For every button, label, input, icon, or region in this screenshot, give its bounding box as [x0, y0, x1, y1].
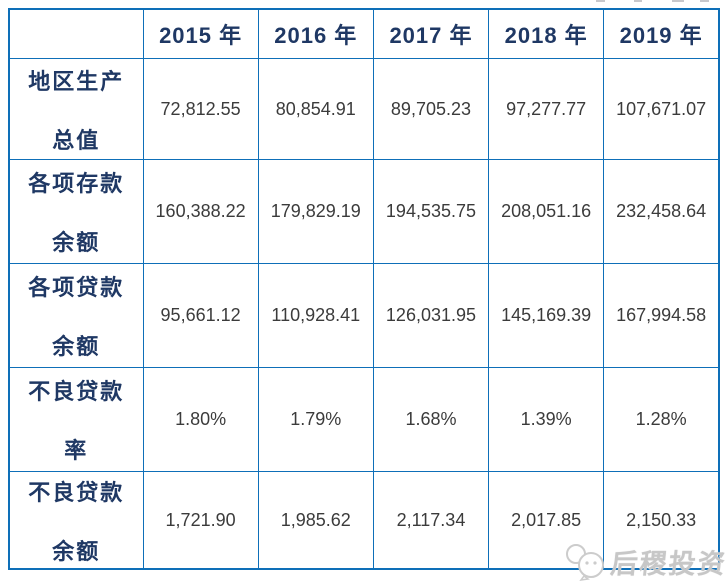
cell-value: 208,051.16 — [488, 159, 605, 264]
cell-value: 2,150.33 — [603, 471, 720, 570]
cell-value: 72,812.55 — [142, 58, 259, 160]
corner-cell — [8, 8, 144, 59]
row-label-loans: 各项贷款 余额 — [8, 263, 144, 368]
row-label-deposits: 各项存款 余额 — [8, 159, 144, 264]
cell-value: 1.28% — [603, 367, 720, 472]
cell-value: 179,829.19 — [257, 159, 374, 264]
row-label-line: 率 — [64, 438, 89, 463]
cell-value: 126,031.95 — [372, 263, 490, 368]
cell-value: 160,388.22 — [142, 159, 259, 264]
cell-value: 110,928.41 — [257, 263, 374, 368]
row-label-line: 不良贷款 — [28, 479, 125, 505]
cell-value: 1.68% — [372, 367, 490, 472]
column-header-2019: 2019 年 — [603, 8, 720, 59]
cell-value: 1.79% — [257, 367, 374, 472]
cell-value: 167,994.58 — [603, 263, 720, 368]
clipped-text-remnant — [596, 0, 605, 2]
row-label-line: 余额 — [52, 230, 101, 255]
cell-value: 2,017.85 — [488, 471, 605, 570]
table-row-loans: 各项贷款 余额 95,661.12 110,928.41 126,031.95 … — [8, 263, 720, 368]
clipped-text-remnant — [672, 0, 684, 2]
row-label-line: 不良贷款 — [28, 379, 125, 404]
financial-indicators-table: 2015 年 2016 年 2017 年 2018 年 2019 年 地区生产 … — [8, 8, 720, 570]
row-label-line: 余额 — [52, 334, 101, 359]
cell-value: 97,277.77 — [488, 58, 605, 160]
table-row-npl-ratio: 不良贷款 率 1.80% 1.79% 1.68% 1.39% 1.28% — [8, 367, 720, 472]
cell-value: 145,169.39 — [488, 263, 605, 368]
column-header-2018: 2018 年 — [488, 8, 605, 59]
row-label-npl-ratio: 不良贷款 率 — [8, 367, 144, 472]
row-label-line: 余额 — [52, 538, 101, 564]
cell-value: 89,705.23 — [372, 58, 490, 160]
cell-value: 80,854.91 — [257, 58, 374, 160]
row-label-gdp: 地区生产 总值 — [8, 58, 144, 160]
column-header-2015: 2015 年 — [142, 8, 259, 59]
cell-value: 194,535.75 — [372, 159, 490, 264]
table-header-row: 2015 年 2016 年 2017 年 2018 年 2019 年 — [8, 8, 720, 59]
table-row-deposits: 各项存款 余额 160,388.22 179,829.19 194,535.75… — [8, 159, 720, 264]
cell-value: 1,721.90 — [142, 471, 259, 570]
column-header-2017: 2017 年 — [372, 8, 490, 59]
table-row-npl-balance: 不良贷款 余额 1,721.90 1,985.62 2,117.34 2,017… — [8, 471, 720, 570]
row-label-line: 总值 — [52, 127, 101, 153]
cell-value: 1.80% — [142, 367, 259, 472]
row-label-line: 各项贷款 — [28, 275, 125, 300]
row-label-line: 地区生产 — [28, 68, 125, 94]
row-label-npl-balance: 不良贷款 余额 — [8, 471, 144, 570]
cell-value: 95,661.12 — [142, 263, 259, 368]
cell-value: 107,671.07 — [603, 58, 720, 160]
cell-value: 2,117.34 — [372, 471, 490, 570]
cell-value: 1.39% — [488, 367, 605, 472]
clipped-text-remnant — [700, 0, 709, 2]
column-header-2016: 2016 年 — [257, 8, 374, 59]
cell-value: 1,985.62 — [257, 471, 374, 570]
cell-value: 232,458.64 — [603, 159, 720, 264]
row-label-line: 各项存款 — [28, 171, 125, 196]
clipped-text-remnant — [634, 0, 642, 2]
table-row-gdp: 地区生产 总值 72,812.55 80,854.91 89,705.23 97… — [8, 58, 720, 160]
